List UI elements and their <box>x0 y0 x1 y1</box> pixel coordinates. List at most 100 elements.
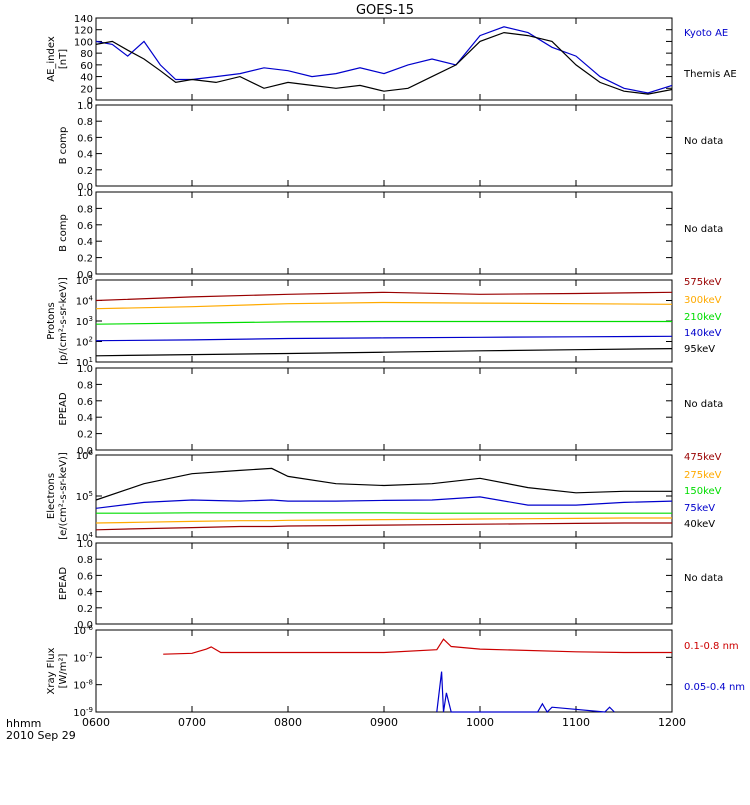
y-tick-exponent: -6 <box>86 624 94 632</box>
y-tick-label: 0.8 <box>77 380 93 391</box>
y-tick-label: 0.4 <box>77 150 93 161</box>
y-tick-exponent: 5 <box>89 490 93 498</box>
series-line-475kev <box>96 523 672 530</box>
y-axis-label: [e/(cm²-s-sr-keV)] <box>58 452 69 540</box>
y-tick-exponent: 3 <box>89 315 93 323</box>
panel-6: 104105106Electrons[e/(cm²-s-sr-keV)]475k… <box>46 449 722 544</box>
y-axis-label: [p/(cm²-s-sr-keV)] <box>58 277 69 365</box>
y-tick-label: 40 <box>80 73 93 84</box>
legend-entry: Kyoto AE <box>684 28 728 39</box>
y-tick-label: 10-6 <box>73 624 93 637</box>
y-axis-label: [W/m²] <box>58 653 69 688</box>
legend-entry: 140keV <box>684 328 722 339</box>
y-tick-label: 1.0 <box>77 188 93 199</box>
y-tick-exponent: -9 <box>86 706 93 714</box>
legend-entry: 275keV <box>684 470 722 481</box>
y-tick-label: 0.4 <box>77 588 93 599</box>
y-axis-label: EPEAD <box>58 392 69 426</box>
x-tick-label: 0700 <box>178 716 206 729</box>
y-tick-label: 80 <box>80 49 93 60</box>
y-tick-label: 120 <box>74 26 93 37</box>
y-tick-label: 0.6 <box>77 571 93 582</box>
y-axis-label: Protons <box>46 302 57 339</box>
series-line-210kev <box>96 322 672 325</box>
y-tick-label: 104 <box>76 295 94 308</box>
y-tick-label: 106 <box>76 449 94 462</box>
series-line-0-05-0-4-nm <box>437 672 615 712</box>
y-tick-label: 0.2 <box>77 166 93 177</box>
y-tick-label: 0.2 <box>77 430 93 441</box>
legend-entry: Themis AE <box>683 69 737 80</box>
legend-entry: 0.1-0.8 nm <box>684 641 739 652</box>
y-tick-label: 0.6 <box>77 133 93 144</box>
date-label: 2010 Sep 29 <box>6 729 76 742</box>
series-line-300kev <box>96 303 672 309</box>
legend-entry: 0.05-0.4 nm <box>684 682 745 693</box>
legend-entry: 75keV <box>684 503 715 514</box>
x-tick-label: 1200 <box>658 716 686 729</box>
series-line-0-1-0-8-nm <box>163 639 672 654</box>
y-tick-label: 60 <box>80 61 93 72</box>
y-tick-exponent: 1 <box>89 356 93 364</box>
y-axis-label: Xray Flux <box>46 647 57 694</box>
y-tick-label: 0.6 <box>77 221 93 232</box>
legend-entry: 475keV <box>684 452 722 463</box>
panel-frame <box>96 543 672 624</box>
y-tick-label: 0.8 <box>77 204 93 215</box>
series-line-95kev <box>96 349 672 356</box>
y-tick-label: 105 <box>76 490 93 503</box>
no-data-label: No data <box>684 224 723 235</box>
y-tick-exponent: -8 <box>86 679 93 687</box>
panel-frame <box>96 18 672 100</box>
series-line-140kev <box>96 336 672 340</box>
y-tick-label: 1.0 <box>77 539 93 550</box>
y-tick-label: 140 <box>74 14 93 25</box>
x-tick-label: 0600 <box>82 716 110 729</box>
y-tick-label: 0.2 <box>77 254 93 265</box>
y-tick-label: 0.2 <box>77 604 93 615</box>
y-axis-label: B comp <box>58 214 69 252</box>
series-line-75kev <box>96 497 672 508</box>
y-tick-label: 0.6 <box>77 397 93 408</box>
y-tick-label: 1.0 <box>77 101 93 112</box>
panel-4: 101102103104105Protons[p/(cm²-s-sr-keV)]… <box>46 274 722 369</box>
no-data-label: No data <box>684 136 723 147</box>
y-axis-label: B comp <box>58 127 69 165</box>
x-tick-label: 1000 <box>466 716 494 729</box>
plot-title: GOES-15 <box>356 3 414 18</box>
series-line-kyoto-ae <box>96 27 672 93</box>
legend-entry: 150keV <box>684 486 722 497</box>
y-axis-label: EPEAD <box>58 567 69 601</box>
x-tick-label: 0900 <box>370 716 398 729</box>
legend-entry: 575keV <box>684 277 722 288</box>
y-tick-label: 1.0 <box>77 364 93 375</box>
legend-entry: 95keV <box>684 344 715 355</box>
series-line-40kev <box>96 468 672 500</box>
y-tick-label: 0.8 <box>77 117 93 128</box>
legend-entry: 300keV <box>684 295 722 306</box>
y-axis-label: Electrons <box>46 473 57 519</box>
y-tick-exponent: 5 <box>89 274 93 282</box>
y-tick-label: 100 <box>74 37 93 48</box>
panel-frame <box>96 105 672 186</box>
y-tick-label: 10-8 <box>73 679 93 692</box>
y-tick-label: 10-7 <box>73 651 93 664</box>
y-tick-exponent: 2 <box>89 336 93 344</box>
y-axis-label: [nT] <box>58 49 69 69</box>
y-tick-label: 102 <box>76 336 93 349</box>
y-tick-exponent: 4 <box>89 295 94 303</box>
y-tick-label: 0.4 <box>77 413 93 424</box>
x-tick-label: 1100 <box>562 716 590 729</box>
x-tick-label: 0800 <box>274 716 302 729</box>
y-axis-label: AE_index <box>46 36 57 82</box>
series-line-575kev <box>96 292 672 300</box>
y-tick-exponent: 6 <box>89 449 94 457</box>
panel-frame <box>96 368 672 450</box>
